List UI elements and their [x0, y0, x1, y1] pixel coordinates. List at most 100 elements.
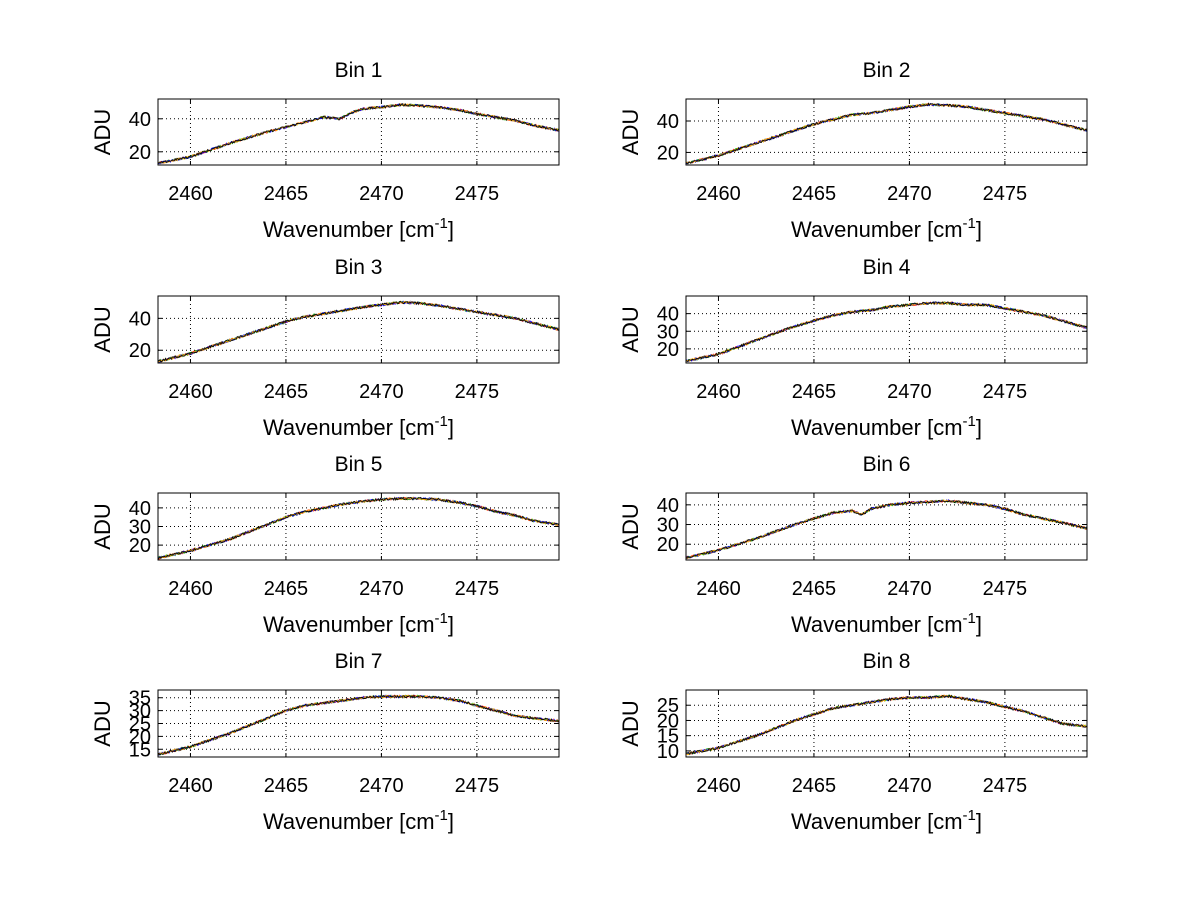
- x-tick-label: 2460: [696, 775, 741, 797]
- x-tick-label: 2465: [792, 381, 837, 403]
- subplot-title: Bin 5: [335, 453, 383, 476]
- x-axis-label-suffix: ]: [448, 415, 454, 440]
- series-line-trace-2: [685, 694, 1088, 755]
- y-tick-label: 25: [657, 695, 679, 717]
- x-tick-label: 2475: [455, 578, 500, 600]
- x-axis-label: Wavenumber [cm-1]: [263, 610, 454, 637]
- series-line-trace-2: [157, 300, 560, 363]
- x-tick-label: 2470: [887, 775, 932, 797]
- series-line-trace-3: [157, 103, 560, 165]
- subplot-2: 2460 2465 2470 2475 20 40 Bin 2 Wavenumber [cm-…: [618, 59, 1088, 242]
- y-tick-label: 10: [657, 741, 679, 763]
- x-axis-label-superscript: -1: [963, 215, 976, 232]
- series-line-trace-1: [157, 103, 560, 165]
- x-axis-label: Wavenumber [cm-1]: [791, 610, 982, 637]
- x-axis-label-superscript: -1: [435, 807, 448, 824]
- x-axis-label-superscript: -1: [963, 807, 976, 824]
- x-axis-label-text: Wavenumber [cm: [263, 415, 435, 440]
- series-line-trace-5: [685, 102, 1088, 165]
- series-line-trace-5: [685, 500, 1088, 559]
- x-axis-label: Wavenumber [cm-1]: [263, 413, 454, 440]
- series-line-trace-3: [686, 695, 1088, 755]
- x-tick-label: 2475: [455, 775, 500, 797]
- axes-box: [685, 492, 1088, 561]
- subplot-1: 2460 2465 2470 2475 20 40 Bin 1 Wavenumber [cm-…: [90, 59, 560, 242]
- x-axis-label-suffix: ]: [976, 415, 982, 440]
- y-axis-label: ADU: [618, 306, 643, 352]
- x-axis-label-suffix: ]: [448, 809, 454, 834]
- y-tick-label: 40: [129, 109, 151, 131]
- axes-box: [685, 689, 1088, 758]
- y-axis-label: ADU: [90, 109, 115, 155]
- series-line-trace-5: [685, 301, 1088, 363]
- y-tick-label: 40: [657, 495, 679, 517]
- y-tick-label: 20: [129, 142, 151, 164]
- series-line-trace-2: [685, 103, 1088, 164]
- subplot-title: Bin 3: [335, 256, 383, 279]
- series-line-trace-3: [157, 694, 560, 756]
- x-axis-label-text: Wavenumber [cm: [791, 809, 963, 834]
- series-line-trace-4: [157, 496, 560, 560]
- series-line-trace-3: [685, 102, 1088, 165]
- x-axis-label-text: Wavenumber [cm: [791, 415, 963, 440]
- y-axis-label: ADU: [90, 700, 115, 746]
- series-line-trace-4: [685, 103, 1088, 164]
- series-line-trace-4: [157, 103, 560, 164]
- x-axis-label-suffix: ]: [976, 809, 982, 834]
- series-line-trace-1: [685, 102, 1088, 164]
- subplot-title: Bin 2: [863, 59, 911, 82]
- y-axis-label: ADU: [618, 109, 643, 155]
- y-tick-label: 20: [657, 534, 679, 556]
- series-line-trace-2: [157, 103, 560, 165]
- x-tick-label: 2470: [359, 775, 404, 797]
- series-line-trace-5: [157, 496, 560, 560]
- y-tick-label: 15: [129, 739, 151, 761]
- y-tick-label: 20: [129, 726, 151, 748]
- y-tick-label: 35: [129, 688, 151, 710]
- x-axis-label-suffix: ]: [976, 612, 982, 637]
- y-tick-label: 20: [129, 535, 151, 557]
- x-axis-label-text: Wavenumber [cm: [263, 612, 435, 637]
- x-tick-label: 2460: [168, 775, 213, 797]
- series-line-trace-5: [685, 694, 1088, 756]
- subplot-title: Bin 7: [335, 650, 383, 673]
- series-line-trace-4: [685, 694, 1088, 756]
- x-tick-label: 2460: [168, 578, 213, 600]
- x-tick-label: 2470: [359, 578, 404, 600]
- x-axis-label-superscript: -1: [435, 413, 448, 430]
- series-line-trace-1: [158, 497, 560, 560]
- subplot-3: 2460 2465 2470 2475 20 40 Bin 3 Wavenumber [cm-…: [90, 256, 560, 440]
- series-line-trace-4: [157, 694, 560, 756]
- subplot-title: Bin 1: [335, 59, 383, 82]
- series-line-trace-5: [157, 694, 560, 756]
- x-axis-label: Wavenumber [cm-1]: [263, 215, 454, 242]
- x-axis-label: Wavenumber [cm-1]: [791, 215, 982, 242]
- subplot-title: Bin 4: [863, 256, 911, 279]
- series-line-trace-5: [157, 103, 560, 164]
- y-tick-label: 30: [129, 701, 151, 723]
- x-tick-label: 2470: [887, 381, 932, 403]
- x-axis-label: Wavenumber [cm-1]: [791, 413, 982, 440]
- series-line-trace-1: [158, 694, 560, 755]
- y-tick-label: 40: [657, 304, 679, 326]
- y-tick-label: 30: [657, 515, 679, 537]
- x-tick-label: 2470: [887, 183, 932, 205]
- y-tick-label: 30: [129, 517, 151, 539]
- series-line-trace-3: [157, 496, 560, 559]
- series-line-trace-3: [157, 300, 560, 363]
- x-tick-label: 2475: [983, 381, 1028, 403]
- y-tick-label: 20: [657, 710, 679, 732]
- series-line-trace-2: [685, 499, 1088, 559]
- subplot-title: Bin 6: [863, 453, 911, 476]
- x-tick-label: 2465: [792, 775, 837, 797]
- x-axis-label-suffix: ]: [448, 612, 454, 637]
- x-tick-label: 2470: [887, 578, 932, 600]
- y-tick-label: 20: [657, 142, 679, 164]
- x-tick-label: 2465: [264, 381, 309, 403]
- y-tick-label: 40: [657, 111, 679, 133]
- series-line-trace-2: [157, 496, 560, 559]
